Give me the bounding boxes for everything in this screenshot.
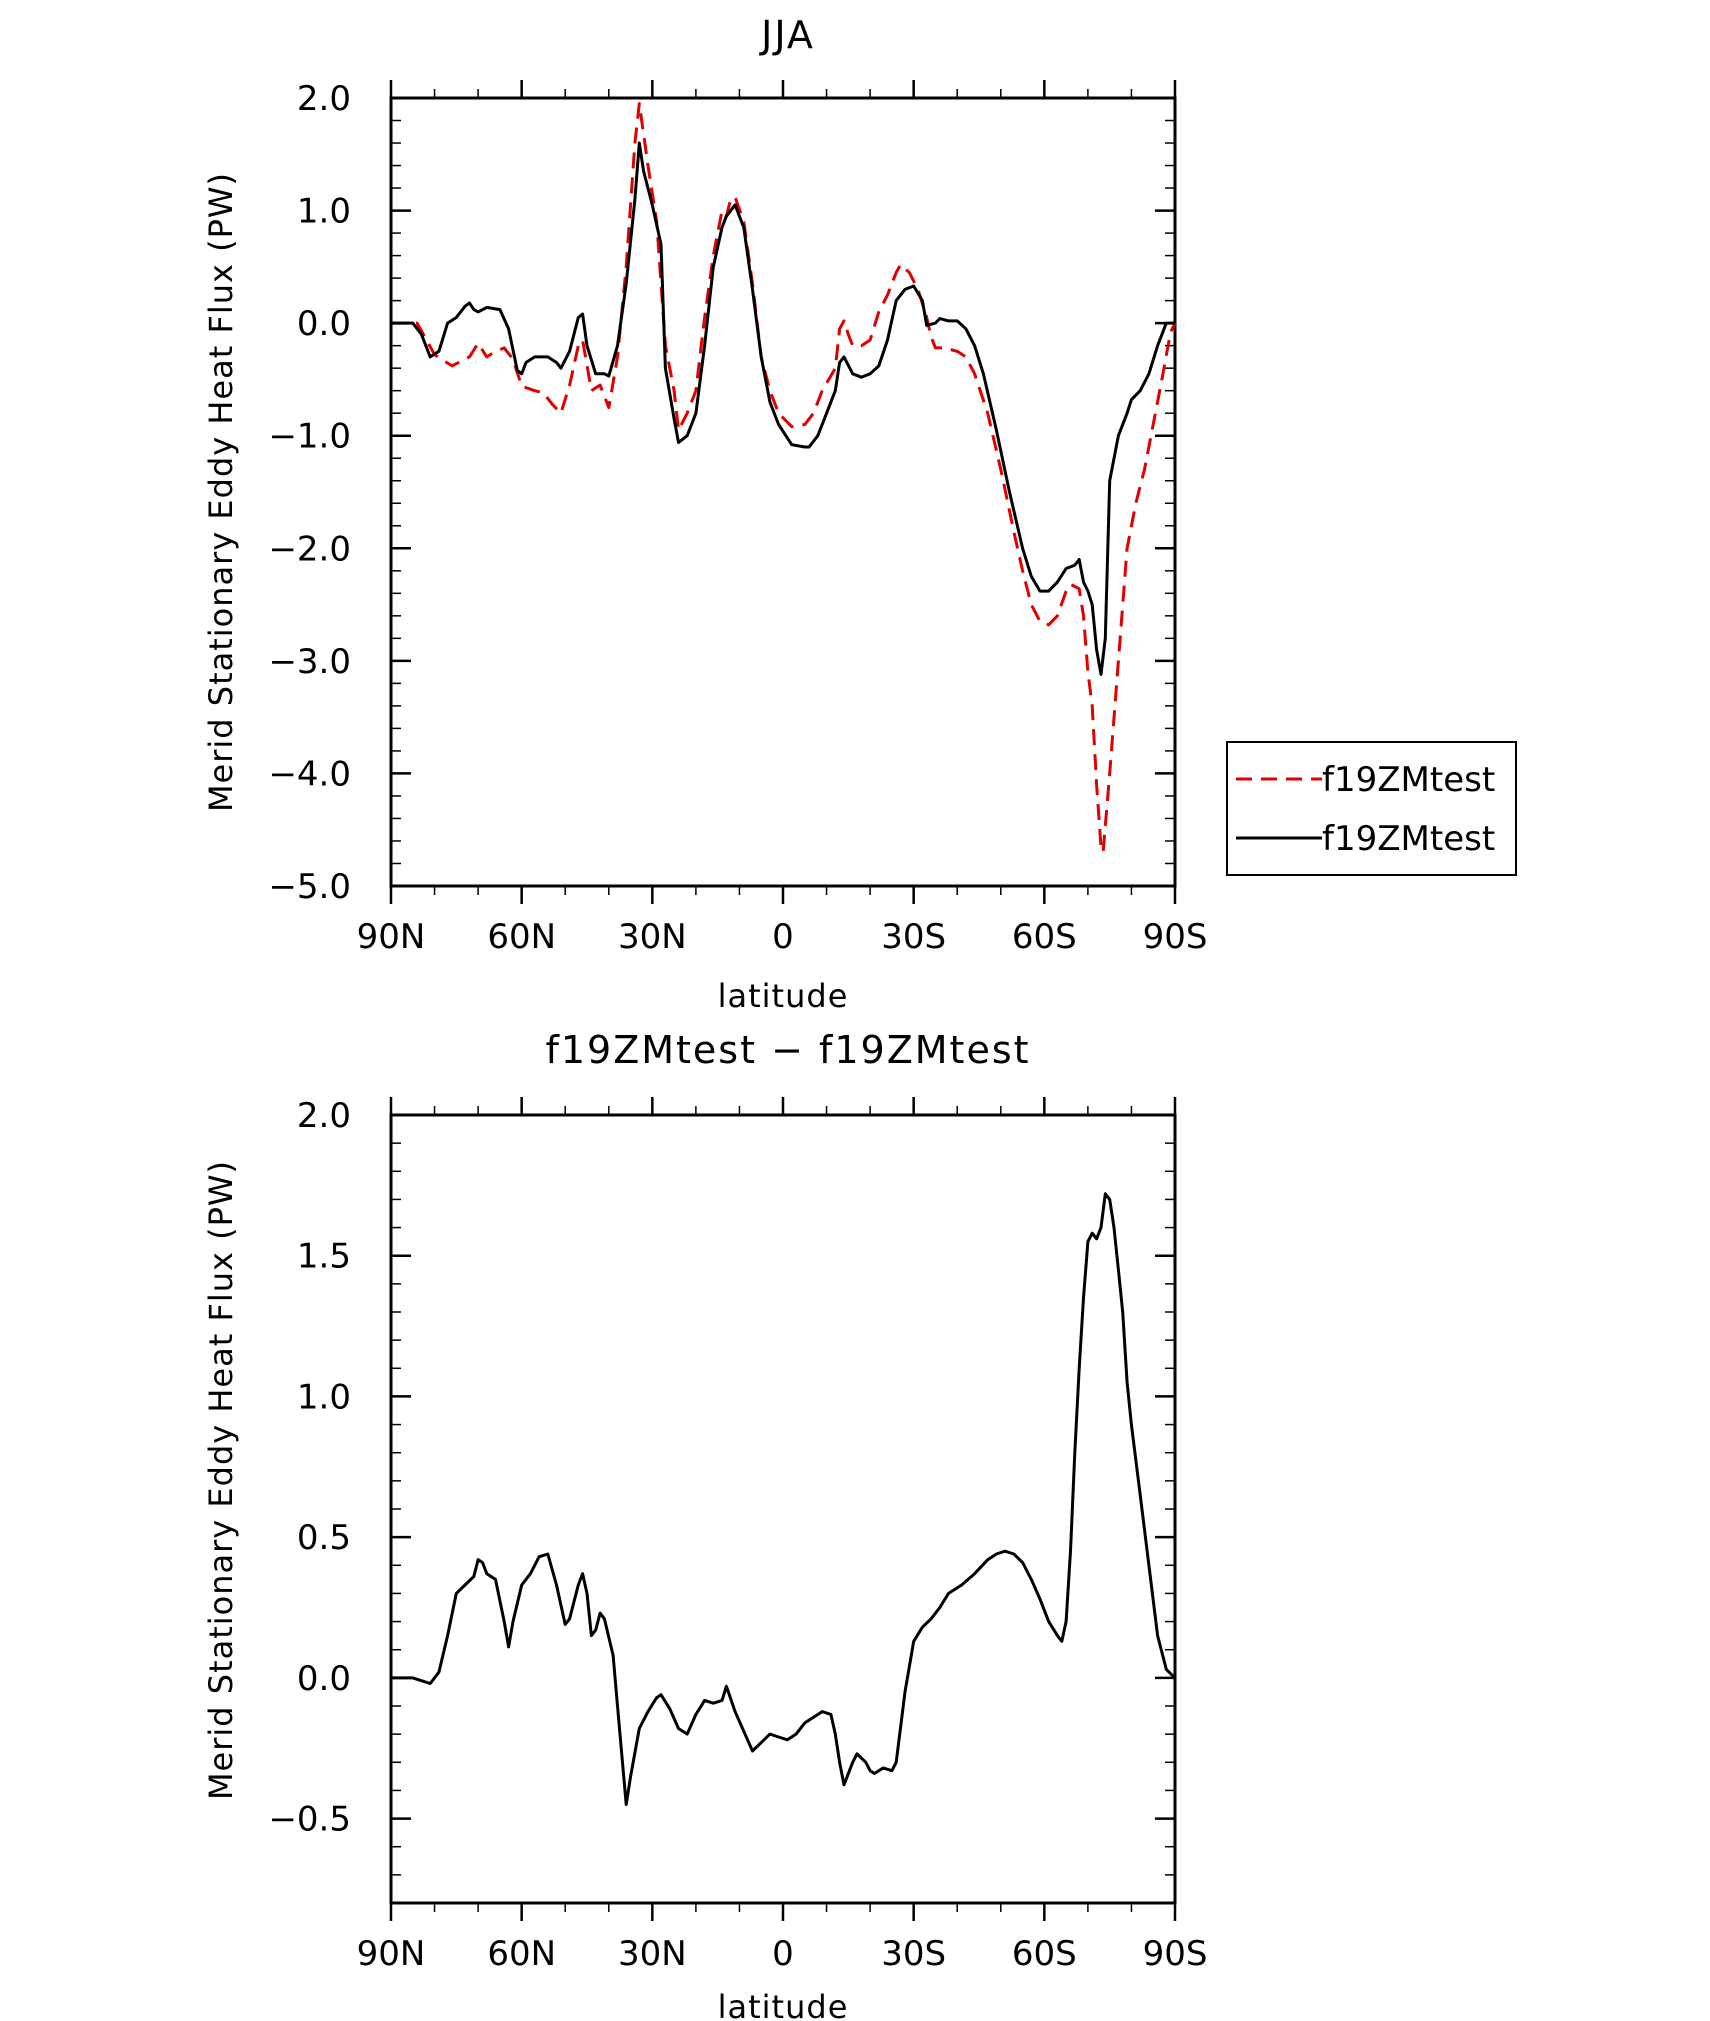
x-tick-label: 60N xyxy=(487,917,556,957)
x-tick-label: 90S xyxy=(1143,1934,1208,1974)
x-tick-label: 0 xyxy=(772,1934,794,1974)
legend-label: f19ZMtest xyxy=(1322,760,1495,800)
x-axis-label: latitude xyxy=(718,1988,849,2021)
x-tick-label: 60N xyxy=(487,1934,556,1974)
x-tick-label: 30S xyxy=(881,1934,946,1974)
y-tick-label: 2.0 xyxy=(297,79,351,119)
y-tick-label: −2.0 xyxy=(268,529,351,569)
y-tick-label: −3.0 xyxy=(268,642,351,682)
y-tick-label: −1.0 xyxy=(268,417,351,457)
y-axis-label: Merid Stationary Eddy Heat Flux (PW) xyxy=(202,172,240,812)
plot-frame xyxy=(389,96,1177,888)
y-tick-label: 1.0 xyxy=(297,192,351,232)
y-tick-label: −4.0 xyxy=(268,754,351,794)
y-tick-label: 0.5 xyxy=(297,1518,351,1558)
x-tick-label: 0 xyxy=(772,917,794,957)
chart-title: JJA xyxy=(759,13,815,57)
x-tick-label: 30N xyxy=(618,917,687,957)
series-line-solid-1 xyxy=(391,141,1175,676)
x-tick-label: 90S xyxy=(1143,917,1208,957)
series-line-solid-0 xyxy=(391,1192,1177,1806)
x-tick-label: 90N xyxy=(357,917,426,957)
legend-label: f19ZMtest xyxy=(1322,819,1495,859)
x-tick-label: 60S xyxy=(1012,1934,1077,1974)
chart-panel-bottom: f19ZMtest − f19ZMtest 2.0 1.5 1.0 0.5 0.0 −0.… xyxy=(202,1028,1207,2021)
plot-frame xyxy=(389,1113,1177,1905)
y-tick-label: −5.0 xyxy=(268,867,351,907)
y-axis-label: Merid Stationary Eddy Heat Flux (PW) xyxy=(202,1160,240,1800)
y-tick-label: 0.0 xyxy=(297,1659,351,1699)
y-tick-label: 0.0 xyxy=(297,304,351,344)
y-tick-label: 1.0 xyxy=(297,1377,351,1417)
series-line-dashed-0 xyxy=(391,102,1177,854)
legend-box xyxy=(1226,741,1517,876)
x-axis-label: latitude xyxy=(718,977,849,1015)
x-tick-label: 30S xyxy=(881,917,946,957)
x-tick-label: 60S xyxy=(1012,917,1077,957)
y-tick-label: 2.0 xyxy=(297,1096,351,1136)
legend: f19ZMtest f19ZMtest xyxy=(1226,741,1517,876)
y-tick-label: 1.5 xyxy=(297,1237,351,1277)
x-tick-label: 90N xyxy=(357,1934,426,1974)
chart-title: f19ZMtest − f19ZMtest xyxy=(545,1028,1030,1072)
y-tick-label: −0.5 xyxy=(268,1800,351,1840)
x-tick-label: 30N xyxy=(618,1934,687,1974)
